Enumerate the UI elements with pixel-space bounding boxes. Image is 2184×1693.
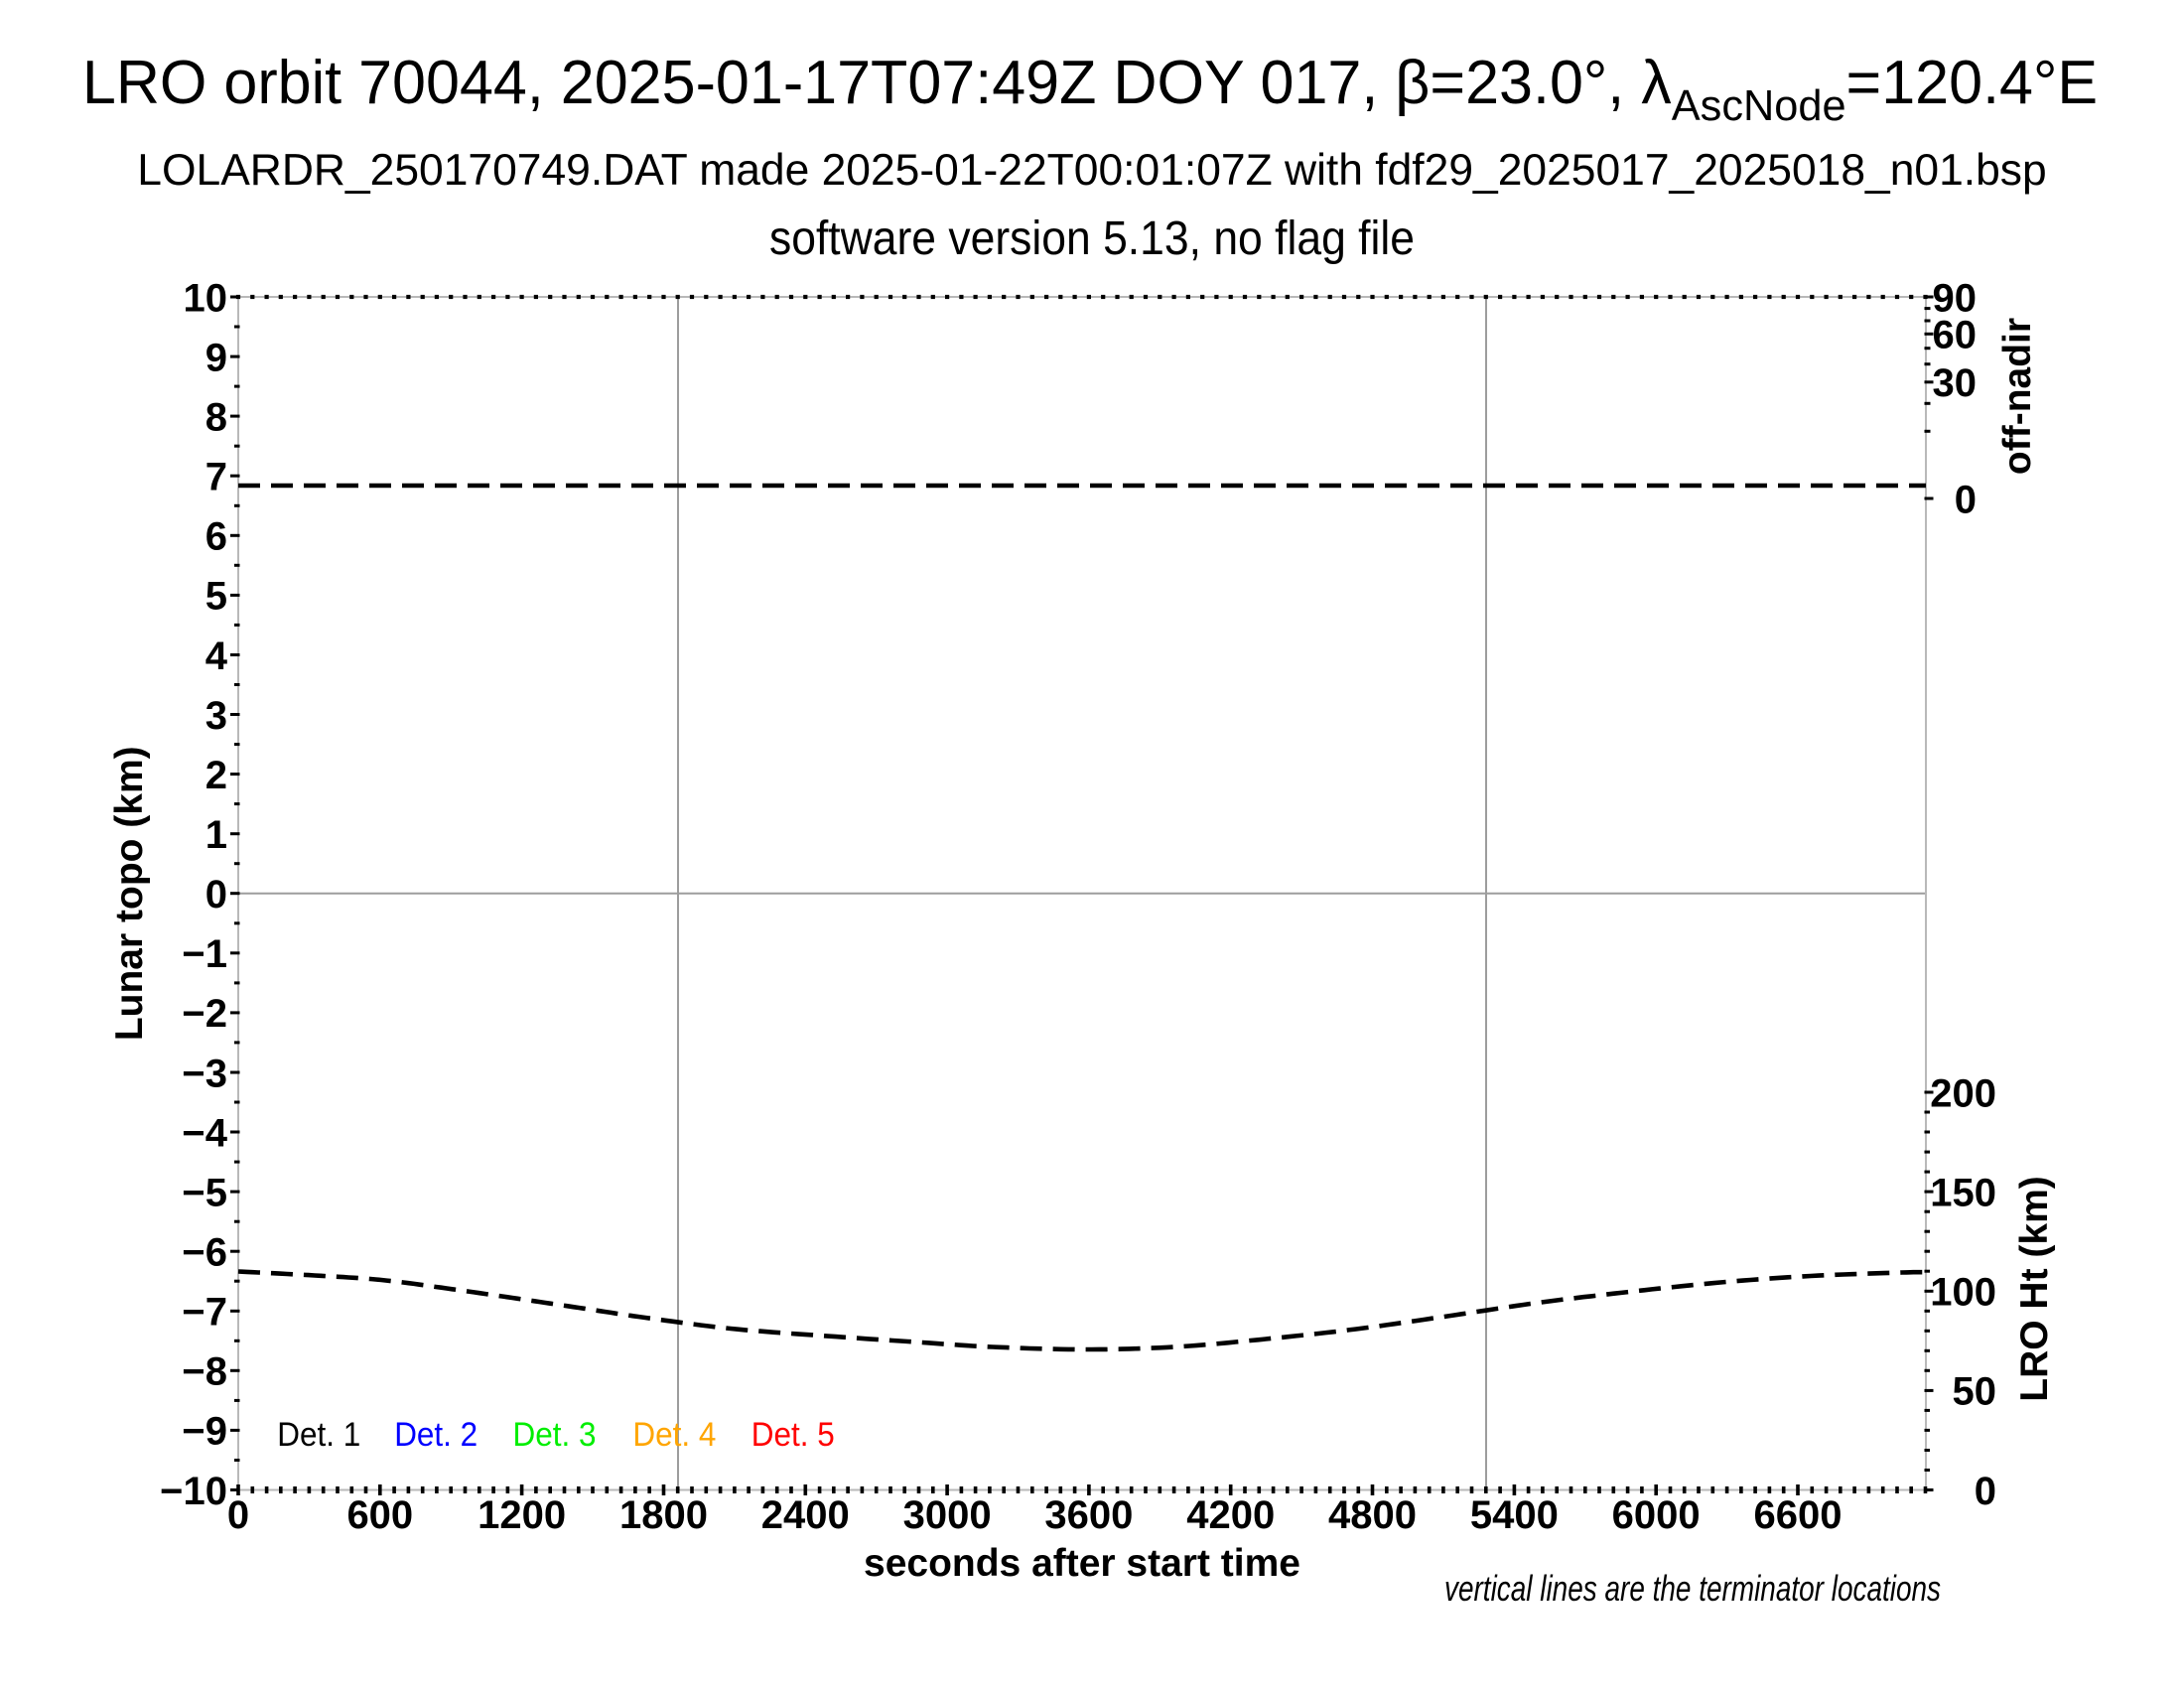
svg-text:0: 0 xyxy=(205,873,227,917)
svg-text:150: 150 xyxy=(1930,1171,1996,1214)
svg-text:0: 0 xyxy=(1975,1470,1996,1513)
svg-text:Det. 2: Det. 2 xyxy=(394,1416,478,1454)
svg-text:−4: −4 xyxy=(182,1111,227,1155)
svg-text:4800: 4800 xyxy=(1328,1493,1417,1537)
svg-text:5400: 5400 xyxy=(1470,1493,1559,1537)
svg-text:200: 200 xyxy=(1930,1071,1996,1115)
svg-text:Det. 5: Det. 5 xyxy=(751,1416,835,1454)
svg-text:3: 3 xyxy=(205,694,227,738)
svg-text:Det. 3: Det. 3 xyxy=(513,1416,597,1454)
svg-text:−3: −3 xyxy=(182,1052,227,1095)
svg-text:4: 4 xyxy=(205,635,228,678)
svg-text:Lunar topo (km): Lunar topo (km) xyxy=(108,746,151,1041)
svg-text:6: 6 xyxy=(205,515,227,559)
svg-text:−8: −8 xyxy=(182,1350,227,1394)
svg-text:0: 0 xyxy=(1955,478,1977,521)
svg-text:Det. 4: Det. 4 xyxy=(632,1416,716,1454)
svg-text:30: 30 xyxy=(1933,361,1978,405)
svg-text:software version 5.13, no flag: software version 5.13, no flag file xyxy=(769,212,1415,265)
svg-text:LRO Ht (km): LRO Ht (km) xyxy=(2013,1176,2056,1402)
svg-text:LOLARDR_250170749.DAT made 202: LOLARDR_250170749.DAT made 2025-01-22T00… xyxy=(137,146,2046,195)
svg-text:3600: 3600 xyxy=(1044,1493,1133,1537)
svg-text:5: 5 xyxy=(205,575,227,619)
svg-text:off-nadir: off-nadir xyxy=(1996,318,2039,475)
svg-text:1800: 1800 xyxy=(619,1493,708,1537)
svg-text:9: 9 xyxy=(205,336,227,379)
svg-text:−5: −5 xyxy=(182,1171,227,1214)
svg-text:4200: 4200 xyxy=(1186,1493,1275,1537)
svg-text:600: 600 xyxy=(346,1493,413,1537)
svg-text:−9: −9 xyxy=(182,1410,227,1454)
svg-text:1200: 1200 xyxy=(478,1493,566,1537)
svg-text:−6: −6 xyxy=(182,1231,227,1275)
svg-text:90: 90 xyxy=(1933,276,1978,320)
svg-text:Det. 1: Det. 1 xyxy=(277,1416,360,1454)
svg-text:vertical lines are the termina: vertical lines are the terminator locati… xyxy=(1444,1568,1941,1609)
svg-text:8: 8 xyxy=(205,395,227,439)
svg-text:0: 0 xyxy=(227,1493,249,1537)
svg-text:2: 2 xyxy=(205,754,227,797)
svg-text:50: 50 xyxy=(1953,1370,1997,1414)
svg-text:3000: 3000 xyxy=(903,1493,992,1537)
svg-text:1: 1 xyxy=(205,813,227,857)
svg-text:seconds after start time: seconds after start time xyxy=(864,1542,1300,1585)
svg-text:10: 10 xyxy=(184,276,228,320)
svg-text:7: 7 xyxy=(205,456,227,499)
svg-text:2400: 2400 xyxy=(761,1493,850,1537)
svg-text:60: 60 xyxy=(1933,314,1978,357)
svg-text:6000: 6000 xyxy=(1612,1493,1701,1537)
svg-text:−7: −7 xyxy=(182,1291,227,1335)
svg-text:6600: 6600 xyxy=(1753,1493,1842,1537)
svg-text:100: 100 xyxy=(1930,1271,1996,1315)
svg-text:−1: −1 xyxy=(182,932,227,976)
svg-text:−2: −2 xyxy=(182,992,227,1036)
svg-text:−10: −10 xyxy=(160,1470,227,1513)
